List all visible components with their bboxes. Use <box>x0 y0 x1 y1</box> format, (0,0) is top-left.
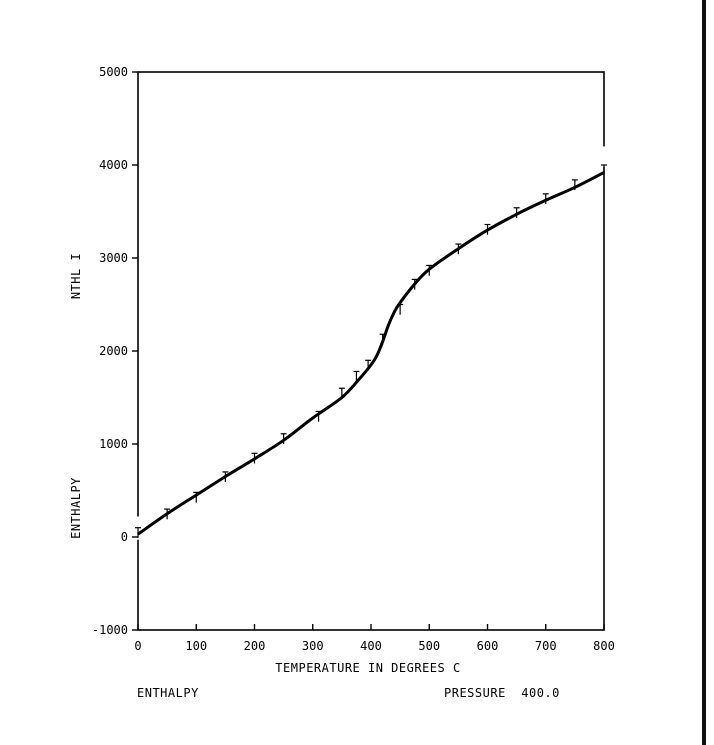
x-axis-ticks: 0 100 200 300 400 500 600 700 800 <box>134 624 614 653</box>
x-tick-label: 600 <box>477 639 499 653</box>
y-tick-label: 5000 <box>99 65 128 79</box>
x-tick-label: 800 <box>593 639 615 653</box>
footer-pressure-label: PRESSURE 400.0 <box>444 686 560 700</box>
series-layer <box>138 172 604 534</box>
y-tick-label: -1000 <box>92 623 128 637</box>
series-line <box>138 172 604 534</box>
y-axis-title: ENTHALPY <box>69 477 83 539</box>
x-tick-label: 400 <box>360 639 382 653</box>
x-tick-label: 200 <box>244 639 266 653</box>
x-tick-label: 700 <box>535 639 557 653</box>
y-tick-label: 1000 <box>99 437 128 451</box>
x-tick-label: 0 <box>134 639 141 653</box>
x-tick-label: 300 <box>302 639 324 653</box>
plot-frame <box>138 72 604 630</box>
y-tick-label: 0 <box>121 530 128 544</box>
y-tick-label: 2000 <box>99 344 128 358</box>
y-axis-title-top: NTHL I <box>69 253 83 299</box>
footer-left-label: ENTHALPY <box>137 686 199 700</box>
y-tick-label: 4000 <box>99 158 128 172</box>
error-bars <box>135 165 607 538</box>
scan-edge-bar <box>702 0 706 745</box>
y-tick-label: 3000 <box>99 251 128 265</box>
x-tick-label: 100 <box>185 639 207 653</box>
x-axis-title: TEMPERATURE IN DEGREES C <box>275 661 460 675</box>
plot-border <box>138 72 604 630</box>
y-axis-ticks: -1000 0 1000 2000 3000 4000 5000 <box>92 65 138 637</box>
enthalpy-chart: -1000 0 1000 2000 3000 4000 5000 0 100 200 300 400… <box>0 0 714 745</box>
x-tick-label: 500 <box>418 639 440 653</box>
